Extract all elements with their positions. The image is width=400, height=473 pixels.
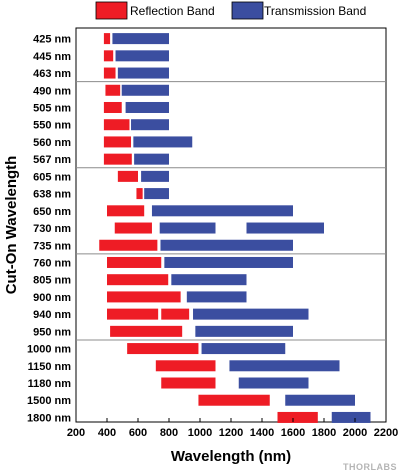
y-tick-label: 1150 nm bbox=[28, 361, 72, 373]
x-tick-label: 1200 bbox=[219, 427, 243, 439]
bar-reflection bbox=[277, 411, 318, 423]
bar-transmission bbox=[121, 84, 169, 96]
legend-swatch-transmission bbox=[231, 1, 264, 20]
x-tick-label: 2200 bbox=[374, 427, 398, 439]
bar-reflection bbox=[117, 170, 138, 182]
bar-transmission bbox=[186, 291, 247, 303]
x-tick-label: 600 bbox=[129, 427, 147, 439]
y-tick-label: 490 nm bbox=[33, 85, 71, 97]
bar-reflection bbox=[105, 84, 121, 96]
y-tick-label: 550 nm bbox=[33, 120, 71, 132]
y-axis-title: Cut-On Wavelength bbox=[3, 156, 20, 295]
legend: Reflection Band Transmission Band bbox=[95, 1, 366, 20]
legend-swatch-reflection bbox=[95, 1, 128, 20]
bar-reflection bbox=[198, 394, 270, 406]
y-tick-label: 650 nm bbox=[33, 206, 71, 218]
bar-reflection bbox=[114, 222, 152, 234]
y-tick-label: 463 nm bbox=[33, 68, 71, 80]
y-tick-label: 445 nm bbox=[33, 51, 71, 63]
bar-transmission bbox=[125, 101, 169, 113]
bar-transmission bbox=[144, 188, 169, 200]
y-tick-label: 605 nm bbox=[33, 171, 71, 183]
bar-reflection bbox=[107, 256, 162, 268]
bar-reflection bbox=[107, 291, 181, 303]
x-tick-label: 200 bbox=[67, 427, 85, 439]
bar-reflection bbox=[103, 119, 130, 131]
bar-transmission bbox=[134, 153, 169, 165]
bar-transmission bbox=[117, 67, 169, 79]
x-tick-label: 1000 bbox=[188, 427, 212, 439]
x-tick-labels: 200 400 600 800 1000 1200 1400 1600 1800 2000 2200 bbox=[67, 418, 398, 439]
x-tick-label: 1600 bbox=[281, 427, 305, 439]
bar-transmission bbox=[159, 222, 216, 234]
y-tick-label: 940 nm bbox=[33, 309, 71, 321]
bar-reflection bbox=[155, 360, 216, 372]
bar-reflection bbox=[103, 67, 116, 79]
y-tick-label: 760 nm bbox=[33, 257, 71, 269]
bar-transmission bbox=[112, 33, 169, 45]
bar-transmission bbox=[195, 325, 293, 337]
bar-transmission bbox=[133, 136, 193, 148]
y-tick-label: 505 nm bbox=[33, 102, 71, 114]
y-tick-label: 638 nm bbox=[33, 189, 71, 201]
x-tick-label: 2000 bbox=[343, 427, 367, 439]
y-tick-label: 805 nm bbox=[33, 275, 71, 287]
y-tick-label: 425 nm bbox=[33, 34, 71, 46]
bar-reflection bbox=[103, 136, 132, 148]
bar-reflection bbox=[103, 50, 114, 62]
y-tick-label: 735 nm bbox=[33, 240, 71, 252]
bar-reflection bbox=[107, 274, 169, 286]
bar-transmission bbox=[229, 360, 340, 372]
bar-transmission bbox=[238, 377, 309, 389]
x-axis-title: Wavelength (nm) bbox=[171, 448, 291, 465]
legend-label-transmission: Transmission Band bbox=[264, 4, 366, 18]
bar-reflection bbox=[127, 343, 199, 355]
y-tick-labels: 425 nm 445 nm 463 nm 490 nm 505 nm 550 nm 560 … bbox=[27, 34, 71, 425]
bar-reflection bbox=[103, 33, 111, 45]
x-tick-label: 1800 bbox=[312, 427, 336, 439]
bar-reflection bbox=[103, 101, 122, 113]
bar-transmission bbox=[193, 308, 309, 320]
bar-transmission bbox=[164, 256, 293, 268]
y-tick-label: 1800 nm bbox=[27, 412, 71, 424]
x-tick-label: 400 bbox=[98, 427, 116, 439]
group-separators bbox=[76, 81, 386, 341]
bar-transmission bbox=[141, 170, 169, 182]
y-tick-label: 950 nm bbox=[33, 326, 71, 338]
y-tick-label: 1500 nm bbox=[27, 395, 71, 407]
bar-reflection bbox=[136, 188, 143, 200]
y-tick-label: 1180 nm bbox=[28, 378, 72, 390]
bar-reflection bbox=[110, 325, 183, 337]
bar-transmission bbox=[131, 119, 169, 131]
y-tick-label: 560 nm bbox=[33, 137, 71, 149]
x-tick-label: 800 bbox=[160, 427, 178, 439]
bar-reflection bbox=[107, 308, 159, 320]
bar-reflection bbox=[107, 205, 145, 217]
bar-transmission bbox=[246, 222, 324, 234]
bar-transmission bbox=[285, 394, 355, 406]
y-tick-label: 730 nm bbox=[33, 223, 71, 235]
bar-reflection bbox=[161, 308, 190, 320]
bar-reflection bbox=[161, 377, 216, 389]
bar-transmission bbox=[171, 274, 247, 286]
bar-reflection bbox=[99, 239, 158, 251]
bar-transmission bbox=[331, 411, 371, 423]
bar-transmission bbox=[201, 343, 286, 355]
bar-reflection bbox=[103, 153, 132, 165]
bar-transmission bbox=[160, 239, 293, 251]
bars bbox=[99, 33, 371, 423]
y-tick-label: 900 nm bbox=[33, 292, 71, 304]
brand-watermark: THORLABS bbox=[343, 462, 397, 472]
legend-label-reflection: Reflection Band bbox=[130, 4, 215, 18]
x-tick-label: 1400 bbox=[250, 427, 274, 439]
y-tick-label: 1000 nm bbox=[27, 344, 71, 356]
bar-transmission bbox=[115, 50, 169, 62]
bar-transmission bbox=[151, 205, 293, 217]
y-tick-label: 567 nm bbox=[33, 154, 71, 166]
